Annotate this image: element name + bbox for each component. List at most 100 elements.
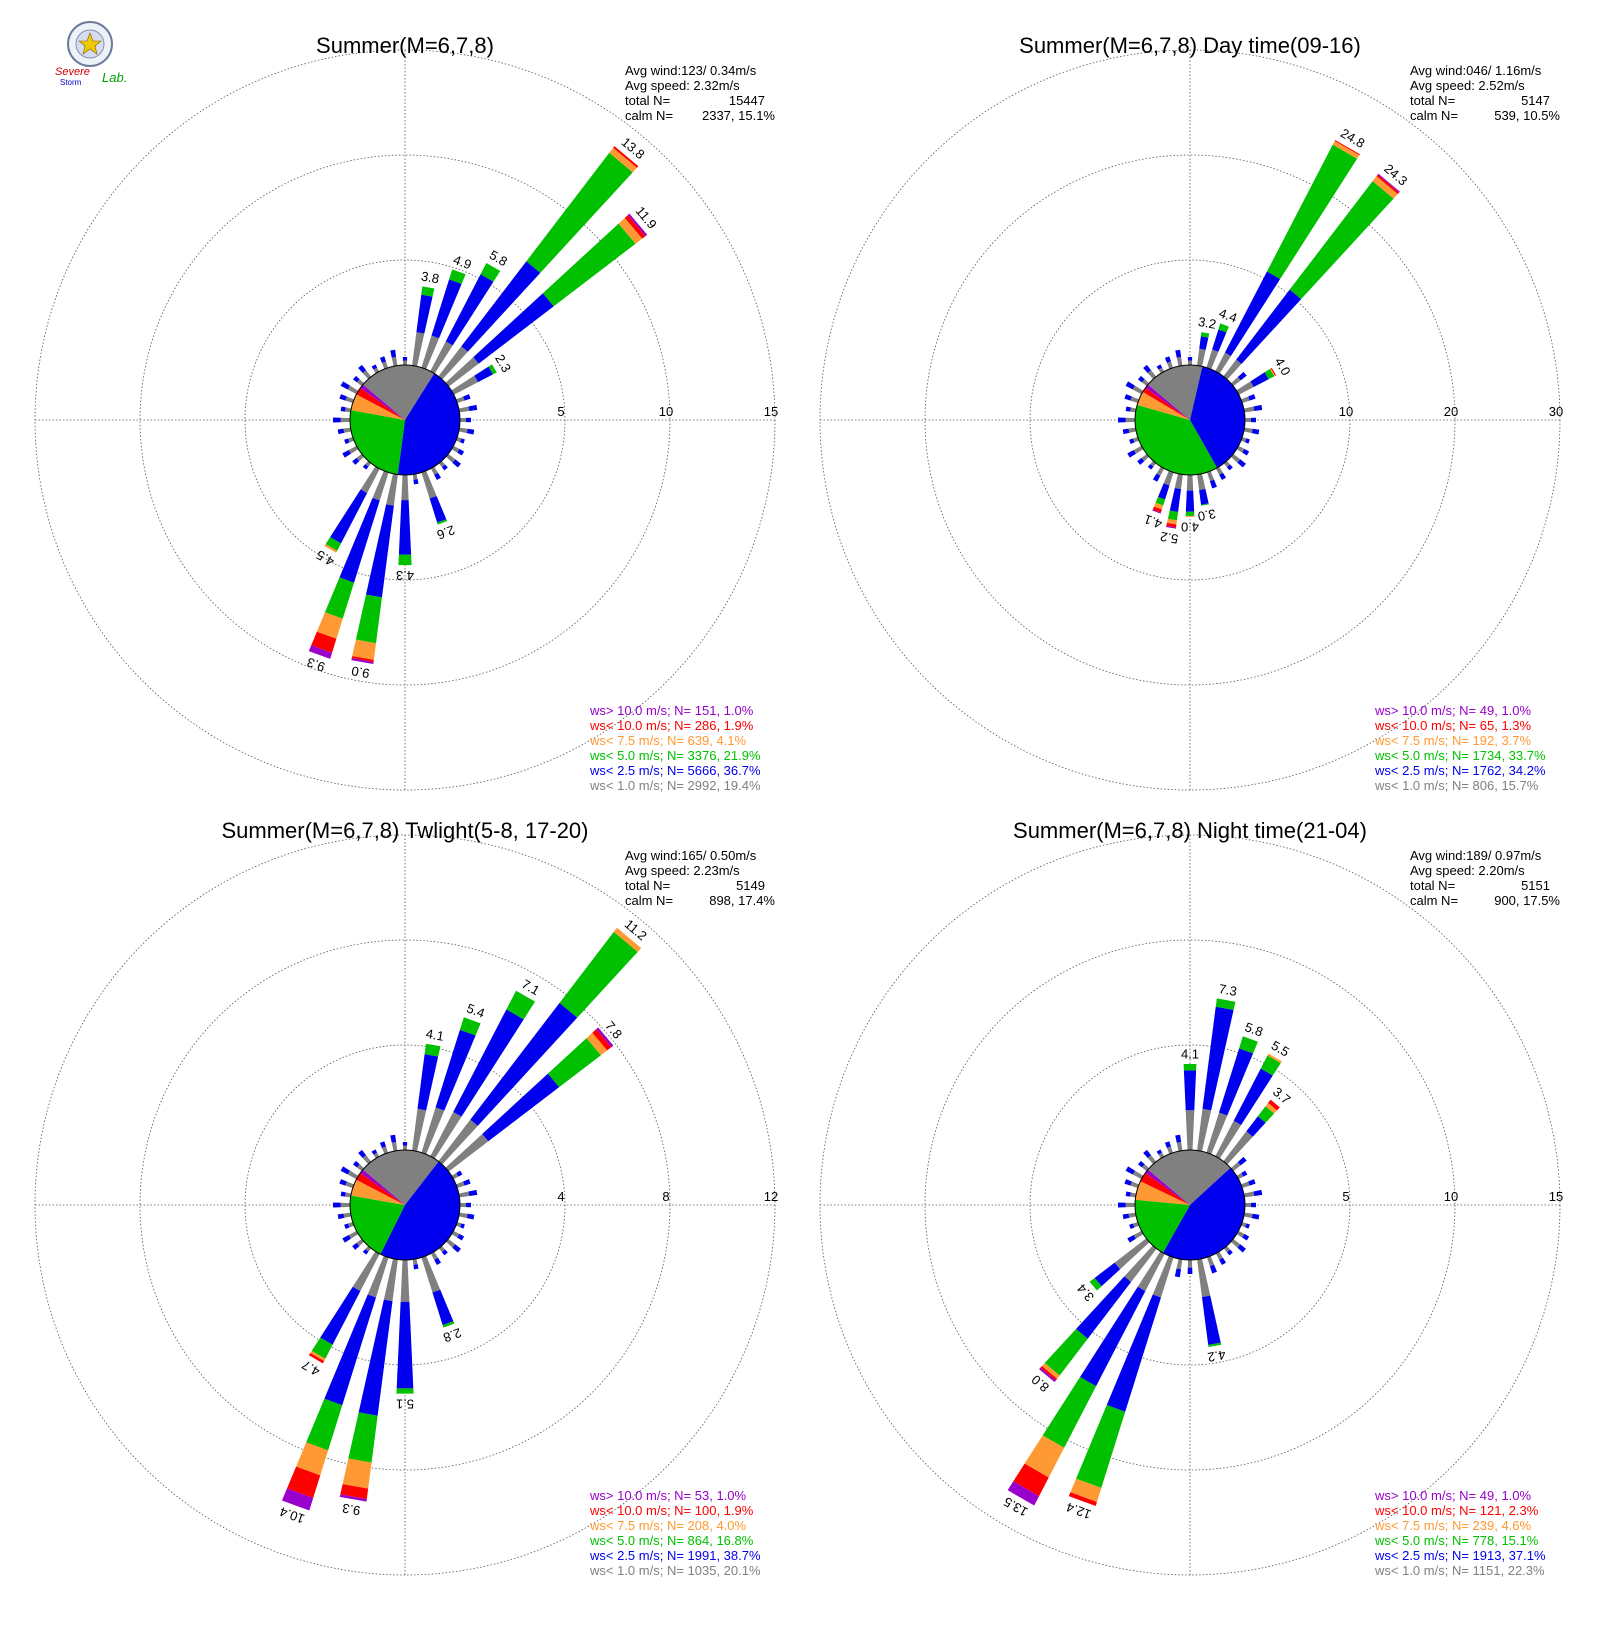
minor-petal-light <box>358 1149 367 1158</box>
petal-segment <box>474 366 493 383</box>
petal-segment <box>339 497 380 583</box>
petal-segment <box>1013 1463 1049 1497</box>
ring-label: 15 <box>764 404 778 419</box>
minor-petal-calm <box>1176 1258 1183 1270</box>
minor-petal-calm <box>348 1230 359 1239</box>
calm-pie-slice <box>1140 1172 1190 1205</box>
petal-segment <box>310 1350 326 1362</box>
minor-petal-calm <box>1156 466 1165 476</box>
minor-petal-calm <box>402 360 408 366</box>
minor-petal-calm <box>343 1212 352 1218</box>
severe-storm-lab-logo: Severe Storm Lab. <box>55 21 127 87</box>
petal-label: 2.8 <box>441 1325 463 1345</box>
minor-petal-calm <box>1141 453 1150 462</box>
legend-entry: ws> 10.0 m/s; N= 49, 1.0% <box>1374 703 1532 718</box>
petal-segment <box>1200 332 1210 338</box>
minor-petal-calm <box>356 379 365 387</box>
legend-entry: ws> 10.0 m/s; N= 151, 1.0% <box>589 703 754 718</box>
minor-petal-calm <box>1215 1251 1223 1260</box>
petal-segment <box>1163 470 1174 486</box>
minor-petal-light <box>1237 1156 1247 1166</box>
petal-segment <box>1219 1048 1254 1116</box>
petal-segment <box>1334 139 1360 156</box>
petal-segment <box>1197 1258 1211 1298</box>
minor-petal-light <box>342 449 351 458</box>
stats-calm-label: calm N= <box>1410 893 1458 908</box>
stats-line: Avg speed: 2.32m/s <box>625 78 740 93</box>
petal-segment <box>431 279 462 339</box>
calm-pie-slice <box>1135 1199 1190 1253</box>
petal-segment <box>1094 1262 1121 1287</box>
minor-petal-calm <box>356 1164 365 1172</box>
petal-segment <box>351 656 374 662</box>
petal-segment <box>609 147 637 173</box>
petal-segment <box>396 1301 414 1389</box>
petal-label: 5.1 <box>396 1396 414 1411</box>
petal-segment <box>360 466 380 494</box>
petal-segment <box>320 1286 361 1345</box>
petal-segment <box>1201 503 1209 506</box>
petal-segment <box>442 1321 455 1328</box>
minor-petal-light <box>371 364 378 370</box>
minor-petal-light <box>340 1191 346 1197</box>
minor-petal-light <box>1118 1202 1126 1208</box>
minor-petal-calm <box>1230 376 1241 387</box>
petal-segment <box>1068 1492 1097 1506</box>
minor-petal-calm <box>451 1172 459 1180</box>
petal-segment <box>365 504 394 598</box>
petal-segment <box>306 1398 343 1451</box>
minor-petal-light <box>352 457 360 465</box>
minor-petal-light <box>466 1213 475 1220</box>
petal-segment <box>1153 502 1164 510</box>
petal-label: 5.4 <box>465 1001 487 1021</box>
ring-label: 5 <box>557 404 564 419</box>
minor-petal-calm <box>362 1155 372 1165</box>
petal-segment <box>592 1029 612 1051</box>
petal-segment <box>1223 1131 1253 1165</box>
minor-petal-light <box>1237 1244 1246 1253</box>
panel-title: Summer(M=6,7,8) Night time(21-04) <box>1013 818 1367 843</box>
petal-segment <box>351 658 374 665</box>
petal-segment <box>1167 510 1179 521</box>
petal-segment <box>1246 1116 1266 1137</box>
minor-petal-calm <box>1244 1202 1252 1208</box>
legend-entry: ws< 10.0 m/s; N= 100, 1.9% <box>589 1503 754 1518</box>
minor-petal-light <box>352 375 360 383</box>
minor-petal-calm <box>1240 1181 1250 1189</box>
stats-total-value: 15447 <box>729 93 765 108</box>
minor-petal-light <box>1125 381 1135 390</box>
petal-segment <box>421 335 440 370</box>
calm-pie-slice <box>356 1172 405 1205</box>
minor-petal-calm <box>348 445 359 454</box>
minor-petal-calm <box>347 436 355 443</box>
minor-petal-calm <box>445 453 456 463</box>
petal-segment <box>372 470 389 501</box>
petal-segment <box>401 474 409 501</box>
minor-petal-light <box>1187 1267 1193 1274</box>
minor-petal-calm <box>1132 385 1144 395</box>
minor-petal-light <box>466 1202 471 1208</box>
petal-segment <box>1007 1481 1040 1506</box>
minor-petal-light <box>1251 428 1260 435</box>
ring-label: 4 <box>557 1189 564 1204</box>
stats-line: Avg wind:046/ 1.16m/s <box>1410 63 1542 78</box>
petal-segment <box>324 544 338 553</box>
petal-segment <box>627 213 648 237</box>
calm-pie-slice <box>1190 366 1245 468</box>
petal-segment <box>1215 352 1231 374</box>
minor-petal-light <box>463 1179 471 1186</box>
petal-segment <box>1208 1342 1222 1348</box>
calm-pie-slice <box>1137 391 1190 420</box>
petal-segment <box>618 217 643 244</box>
petal-segment <box>339 1494 367 1502</box>
legend-entry: ws< 7.5 m/s; N= 639, 4.1% <box>589 733 747 748</box>
legend-entry: ws< 5.0 m/s; N= 778, 15.1% <box>1374 1533 1539 1548</box>
minor-petal-light <box>340 381 350 390</box>
minor-petal-light <box>1129 438 1135 444</box>
stats-total-label: total N= <box>1410 878 1455 893</box>
petal-segment <box>1332 140 1360 159</box>
petal-segment <box>367 1255 389 1298</box>
minor-petal-calm <box>1236 1230 1245 1238</box>
stats-calm-label: calm N= <box>1410 108 1458 123</box>
petal-segment <box>1076 1276 1132 1339</box>
